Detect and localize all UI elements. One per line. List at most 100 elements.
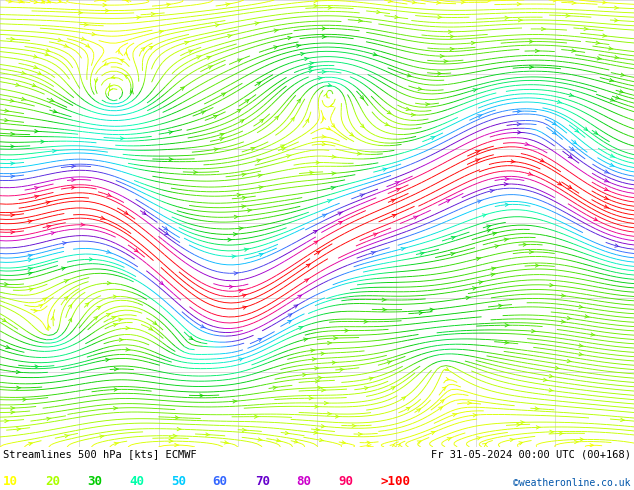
FancyArrowPatch shape	[34, 0, 37, 3]
FancyArrowPatch shape	[591, 333, 595, 336]
FancyArrowPatch shape	[4, 119, 9, 122]
FancyArrowPatch shape	[411, 113, 415, 117]
FancyArrowPatch shape	[322, 70, 327, 74]
FancyArrowPatch shape	[549, 374, 553, 378]
FancyArrowPatch shape	[237, 59, 242, 62]
FancyArrowPatch shape	[535, 264, 540, 267]
FancyArrowPatch shape	[450, 35, 455, 38]
FancyArrowPatch shape	[304, 279, 308, 282]
Text: 20: 20	[45, 475, 60, 488]
FancyArrowPatch shape	[11, 411, 15, 414]
FancyArrowPatch shape	[16, 386, 21, 390]
FancyArrowPatch shape	[149, 47, 153, 49]
FancyArrowPatch shape	[309, 171, 314, 174]
FancyArrowPatch shape	[322, 35, 327, 38]
FancyArrowPatch shape	[479, 281, 483, 284]
FancyArrowPatch shape	[417, 409, 420, 412]
FancyArrowPatch shape	[387, 111, 391, 114]
FancyArrowPatch shape	[579, 305, 583, 308]
FancyArrowPatch shape	[473, 414, 477, 417]
FancyArrowPatch shape	[35, 129, 39, 133]
FancyArrowPatch shape	[446, 200, 450, 203]
FancyArrowPatch shape	[109, 83, 112, 87]
FancyArrowPatch shape	[47, 0, 51, 3]
FancyArrowPatch shape	[100, 435, 104, 438]
FancyArrowPatch shape	[462, 0, 465, 4]
FancyArrowPatch shape	[327, 126, 330, 130]
FancyArrowPatch shape	[142, 211, 146, 215]
FancyArrowPatch shape	[358, 152, 361, 155]
FancyArrowPatch shape	[306, 119, 309, 122]
FancyArrowPatch shape	[288, 36, 292, 40]
FancyArrowPatch shape	[519, 441, 522, 445]
FancyArrowPatch shape	[366, 444, 371, 448]
FancyArrowPatch shape	[153, 321, 157, 324]
FancyArrowPatch shape	[294, 305, 297, 308]
FancyArrowPatch shape	[297, 99, 301, 103]
FancyArrowPatch shape	[86, 44, 89, 47]
FancyArrowPatch shape	[324, 94, 327, 98]
FancyArrowPatch shape	[46, 201, 50, 204]
Text: 90: 90	[339, 475, 354, 488]
FancyArrowPatch shape	[529, 66, 534, 69]
FancyArrowPatch shape	[504, 238, 508, 242]
FancyArrowPatch shape	[382, 298, 386, 301]
FancyArrowPatch shape	[313, 230, 317, 234]
FancyArrowPatch shape	[549, 389, 553, 392]
FancyArrowPatch shape	[274, 29, 278, 32]
FancyArrowPatch shape	[10, 99, 15, 102]
FancyArrowPatch shape	[392, 214, 397, 218]
FancyArrowPatch shape	[81, 223, 85, 226]
FancyArrowPatch shape	[401, 247, 405, 250]
FancyArrowPatch shape	[529, 250, 534, 254]
FancyArrowPatch shape	[285, 431, 290, 435]
FancyArrowPatch shape	[298, 295, 302, 298]
FancyArrowPatch shape	[373, 52, 377, 56]
FancyArrowPatch shape	[314, 241, 318, 245]
FancyArrowPatch shape	[130, 90, 133, 94]
FancyArrowPatch shape	[420, 252, 425, 255]
FancyArrowPatch shape	[126, 348, 130, 351]
FancyArrowPatch shape	[615, 56, 619, 59]
FancyArrowPatch shape	[525, 142, 529, 146]
FancyArrowPatch shape	[304, 57, 309, 61]
FancyArrowPatch shape	[611, 98, 615, 101]
FancyArrowPatch shape	[369, 377, 373, 380]
FancyArrowPatch shape	[4, 419, 9, 422]
FancyArrowPatch shape	[602, 0, 607, 4]
FancyArrowPatch shape	[221, 93, 225, 96]
FancyArrowPatch shape	[8, 0, 12, 3]
FancyArrowPatch shape	[493, 232, 497, 235]
Text: 30: 30	[87, 475, 102, 488]
FancyArrowPatch shape	[61, 267, 66, 270]
FancyArrowPatch shape	[184, 41, 189, 45]
FancyArrowPatch shape	[448, 30, 453, 33]
Text: >100: >100	[380, 475, 410, 488]
FancyArrowPatch shape	[11, 162, 15, 165]
FancyArrowPatch shape	[4, 109, 9, 112]
FancyArrowPatch shape	[11, 407, 15, 410]
FancyArrowPatch shape	[287, 155, 291, 158]
FancyArrowPatch shape	[302, 373, 307, 376]
FancyArrowPatch shape	[306, 264, 310, 268]
FancyArrowPatch shape	[309, 396, 313, 400]
FancyArrowPatch shape	[100, 216, 105, 220]
FancyArrowPatch shape	[116, 50, 119, 54]
FancyArrowPatch shape	[42, 298, 46, 301]
FancyArrowPatch shape	[219, 138, 224, 141]
FancyArrowPatch shape	[604, 179, 609, 182]
FancyArrowPatch shape	[332, 155, 336, 158]
FancyArrowPatch shape	[585, 315, 589, 318]
FancyArrowPatch shape	[159, 30, 164, 33]
FancyArrowPatch shape	[301, 52, 305, 56]
FancyArrowPatch shape	[53, 149, 56, 153]
FancyArrowPatch shape	[29, 442, 32, 445]
FancyArrowPatch shape	[238, 289, 243, 293]
FancyArrowPatch shape	[160, 281, 163, 285]
FancyArrowPatch shape	[72, 178, 76, 182]
FancyArrowPatch shape	[559, 432, 564, 435]
FancyArrowPatch shape	[445, 368, 449, 370]
FancyArrowPatch shape	[275, 116, 278, 120]
FancyArrowPatch shape	[105, 62, 108, 65]
FancyArrowPatch shape	[259, 253, 264, 257]
